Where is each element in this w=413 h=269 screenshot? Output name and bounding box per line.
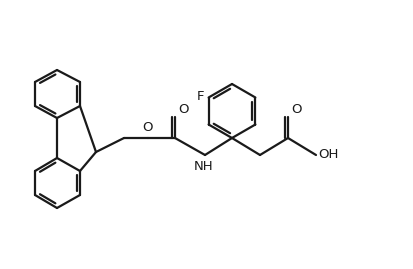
Text: OH: OH [317,148,337,161]
Text: F: F [197,90,204,103]
Text: O: O [290,103,301,116]
Text: O: O [142,121,153,134]
Text: NH: NH [194,160,213,173]
Text: O: O [178,103,188,116]
